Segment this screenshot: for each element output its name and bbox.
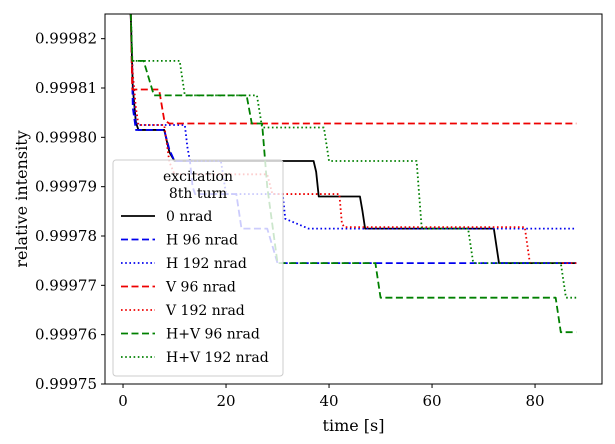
plot-frame bbox=[104, 13, 603, 385]
y-tick-label: 0.99976 bbox=[35, 326, 97, 344]
y-tick-label: 0.99975 bbox=[35, 375, 97, 393]
series-line-6 bbox=[129, 14, 577, 299]
x-axis-label: time [s] bbox=[323, 416, 385, 435]
x-tick-label: 60 bbox=[422, 392, 441, 410]
y-tick-label: 0.99977 bbox=[35, 276, 97, 294]
series-line-5 bbox=[129, 14, 577, 334]
legend-label-0: 0 nrad bbox=[166, 209, 212, 225]
y-tick-label: 0.99980 bbox=[35, 128, 97, 146]
y-tick-label: 0.99981 bbox=[35, 79, 97, 97]
legend-label-4: V 192 nrad bbox=[165, 303, 245, 319]
series-line-2 bbox=[129, 14, 577, 230]
legend-label-2: H 192 nrad bbox=[166, 256, 247, 272]
y-tick-label: 0.99982 bbox=[35, 30, 97, 48]
series-line-4 bbox=[129, 14, 577, 265]
y-tick-label: 0.99978 bbox=[35, 227, 97, 245]
legend-label-5: H+V 96 nrad bbox=[166, 327, 260, 343]
x-tick-label: 80 bbox=[525, 392, 544, 410]
legend-label-1: H 96 nrad bbox=[166, 233, 238, 249]
x-tick-label: 20 bbox=[216, 392, 235, 410]
legend-title-line-1: excitation bbox=[163, 169, 233, 185]
y-axis-label: relative intensity bbox=[12, 130, 31, 267]
series-line-3 bbox=[129, 14, 577, 125]
x-tick-label: 0 bbox=[118, 392, 128, 410]
legend-label-3: V 96 nrad bbox=[165, 280, 236, 296]
legend-entries: 0 nrad H 96 nrad H 192 nrad V 96 nrad V 192 … bbox=[121, 209, 269, 366]
x-tick-label: 40 bbox=[319, 392, 338, 410]
legend-title-line-2: 8th turn bbox=[169, 186, 227, 202]
legend: excitation 8th turn 0 nrad H 96 nrad H 192… bbox=[112, 159, 284, 377]
y-tick-label: 0.99979 bbox=[35, 178, 97, 196]
legend-label-6: H+V 192 nrad bbox=[166, 350, 269, 366]
legend-box bbox=[112, 159, 284, 377]
axis-ticks: 0 20 40 60 80 0.99975 0.99976 0.99977 0.99978 0.9… bbox=[35, 30, 545, 410]
